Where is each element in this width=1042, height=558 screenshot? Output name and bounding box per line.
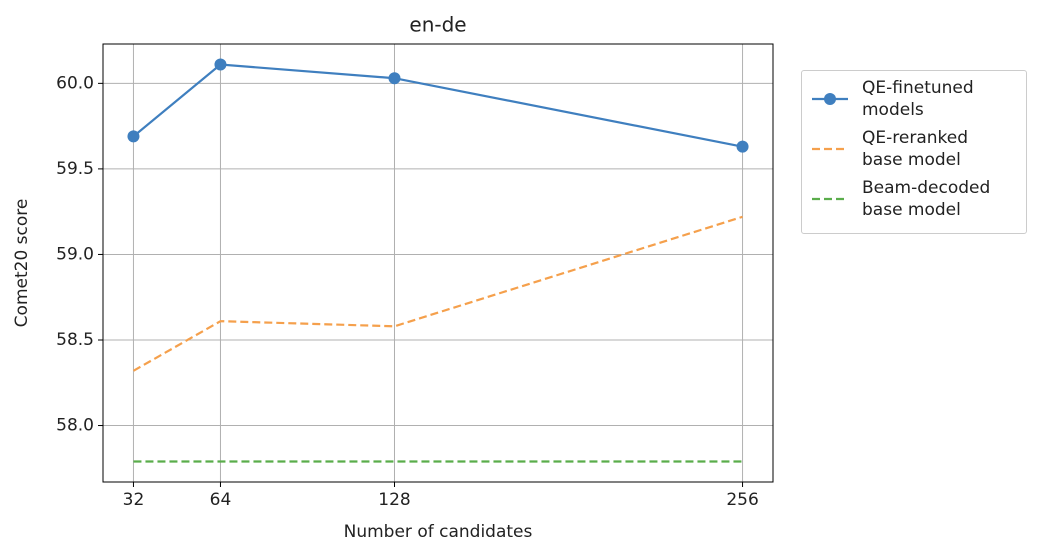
data-point bbox=[736, 140, 749, 153]
data-point bbox=[388, 72, 401, 85]
x-tick-label: 256 bbox=[726, 490, 758, 510]
y-tick-label: 60.0 bbox=[56, 73, 94, 93]
y-axis-label: Comet20 score bbox=[12, 199, 32, 328]
y-tick-label: 58.0 bbox=[56, 416, 94, 436]
data-point bbox=[214, 58, 227, 71]
x-tick-label: 128 bbox=[378, 490, 410, 510]
legend-label: QE-finetuned models bbox=[862, 78, 974, 120]
plot-frame bbox=[102, 43, 774, 483]
legend: QE-finetuned models QE-reranked base mode… bbox=[801, 70, 1027, 234]
x-axis-label: Number of candidates bbox=[344, 522, 533, 542]
legend-entry: QE-finetuned models bbox=[810, 77, 1018, 121]
chart-title: en-de bbox=[409, 13, 466, 37]
legend-entry: QE-reranked base model bbox=[810, 127, 1018, 171]
series-line bbox=[132, 215, 743, 372]
legend-swatch bbox=[812, 197, 848, 201]
legend-label: Beam-decoded base model bbox=[862, 178, 991, 220]
y-tick-label: 59.0 bbox=[56, 244, 94, 264]
legend-entry: Beam-decoded base model bbox=[810, 177, 1018, 221]
legend-swatch bbox=[812, 93, 848, 105]
series-line bbox=[132, 63, 743, 148]
legend-marker bbox=[824, 93, 836, 105]
y-tick-label: 58.5 bbox=[56, 330, 94, 350]
legend-label: QE-reranked base model bbox=[862, 128, 969, 170]
data-point bbox=[127, 130, 140, 143]
x-tick-label: 64 bbox=[210, 490, 232, 510]
x-tick-label: 32 bbox=[123, 490, 145, 510]
y-tick-label: 59.5 bbox=[56, 159, 94, 179]
legend-swatch bbox=[812, 147, 848, 151]
